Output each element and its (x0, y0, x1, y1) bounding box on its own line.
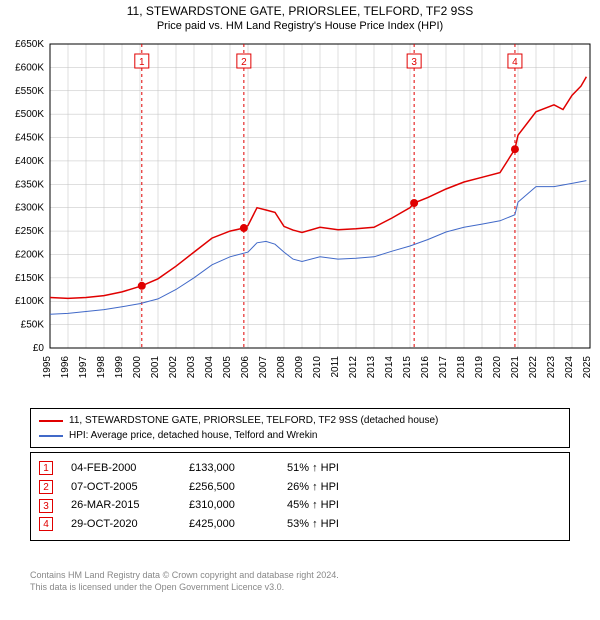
svg-text:2003: 2003 (186, 356, 197, 379)
svg-text:2000: 2000 (132, 356, 143, 379)
svg-text:2018: 2018 (456, 356, 467, 379)
svg-text:£250K: £250K (15, 226, 44, 237)
chart-title-block: 11, STEWARDSTONE GATE, PRIORSLEE, TELFOR… (0, 0, 600, 32)
legend-swatch-property (39, 420, 63, 422)
svg-text:2001: 2001 (150, 356, 161, 379)
svg-text:2023: 2023 (546, 356, 557, 379)
legend-row-property: 11, STEWARDSTONE GATE, PRIORSLEE, TELFOR… (39, 413, 561, 428)
price-chart: £0 £50K £100K £150K £200K £250K £300K £350K £400… (0, 38, 600, 398)
sale-pct: 53% ↑ HPI (287, 515, 561, 534)
sale-date: 04-FEB-2000 (71, 459, 171, 478)
sale-marker-2: 2 (39, 480, 53, 494)
svg-text:2009: 2009 (294, 356, 305, 379)
sale-marker-4: 4 (39, 517, 53, 531)
svg-text:2008: 2008 (276, 356, 287, 379)
svg-text:2024: 2024 (564, 356, 575, 379)
svg-text:1997: 1997 (78, 356, 89, 379)
svg-text:£350K: £350K (15, 179, 44, 190)
sale-marker-1: 1 (39, 461, 53, 475)
svg-text:2002: 2002 (168, 356, 179, 379)
svg-text:2022: 2022 (528, 356, 539, 379)
svg-text:£400K: £400K (15, 156, 44, 167)
svg-text:1996: 1996 (60, 356, 71, 379)
sale-date: 26-MAR-2015 (71, 496, 171, 515)
svg-text:£450K: £450K (15, 133, 44, 144)
svg-text:2020: 2020 (492, 356, 503, 379)
legend-label-property: 11, STEWARDSTONE GATE, PRIORSLEE, TELFOR… (69, 413, 438, 428)
sale-price: £310,000 (189, 496, 269, 515)
svg-text:£600K: £600K (15, 62, 44, 73)
svg-text:2013: 2013 (366, 356, 377, 379)
table-row: 1 04-FEB-2000 £133,000 51% ↑ HPI (39, 459, 561, 478)
sale-date: 29-OCT-2020 (71, 515, 171, 534)
svg-text:2010: 2010 (312, 356, 323, 379)
svg-text:£300K: £300K (15, 203, 44, 214)
license-line2: This data is licensed under the Open Gov… (30, 582, 570, 594)
svg-text:£150K: £150K (15, 273, 44, 284)
svg-text:2004: 2004 (204, 356, 215, 379)
svg-text:2011: 2011 (330, 356, 341, 378)
table-row: 3 26-MAR-2015 £310,000 45% ↑ HPI (39, 496, 561, 515)
license-text: Contains HM Land Registry data © Crown c… (30, 570, 570, 593)
svg-text:1999: 1999 (114, 356, 125, 379)
svg-text:£100K: £100K (15, 296, 44, 307)
sale-date: 07-OCT-2005 (71, 478, 171, 497)
svg-text:2025: 2025 (582, 356, 593, 379)
sale-price: £425,000 (189, 515, 269, 534)
chart-svg: £0 £50K £100K £150K £200K £250K £300K £350K £400… (0, 38, 600, 398)
svg-text:1995: 1995 (42, 356, 53, 379)
svg-text:£650K: £650K (15, 39, 44, 50)
svg-text:2007: 2007 (258, 356, 269, 379)
legend-label-hpi: HPI: Average price, detached house, Telf… (69, 428, 318, 443)
sale-price: £133,000 (189, 459, 269, 478)
svg-text:2016: 2016 (420, 356, 431, 379)
table-row: 4 29-OCT-2020 £425,000 53% ↑ HPI (39, 515, 561, 534)
svg-text:£200K: £200K (15, 249, 44, 260)
chart-legend: 11, STEWARDSTONE GATE, PRIORSLEE, TELFOR… (30, 408, 570, 448)
svg-text:£50K: £50K (21, 320, 45, 331)
svg-text:2012: 2012 (348, 356, 359, 379)
svg-text:2017: 2017 (438, 356, 449, 379)
property-address: 11, STEWARDSTONE GATE, PRIORSLEE, TELFOR… (0, 4, 600, 18)
svg-text:2015: 2015 (402, 356, 413, 379)
svg-text:2021: 2021 (510, 356, 521, 379)
chart-subtitle: Price paid vs. HM Land Registry's House … (0, 20, 600, 32)
table-row: 2 07-OCT-2005 £256,500 26% ↑ HPI (39, 478, 561, 497)
svg-text:2014: 2014 (384, 356, 395, 379)
svg-text:2: 2 (241, 57, 247, 68)
svg-text:1: 1 (139, 57, 145, 68)
legend-row-hpi: HPI: Average price, detached house, Telf… (39, 428, 561, 443)
sale-pct: 51% ↑ HPI (287, 459, 561, 478)
svg-text:4: 4 (512, 57, 518, 68)
license-line1: Contains HM Land Registry data © Crown c… (30, 570, 570, 582)
sales-table: 1 04-FEB-2000 £133,000 51% ↑ HPI 2 07-OC… (30, 452, 570, 541)
sale-pct: 45% ↑ HPI (287, 496, 561, 515)
svg-text:3: 3 (411, 57, 417, 68)
legend-swatch-hpi (39, 435, 63, 437)
svg-text:£500K: £500K (15, 109, 44, 120)
svg-text:2005: 2005 (222, 356, 233, 379)
sale-price: £256,500 (189, 478, 269, 497)
svg-text:2019: 2019 (474, 356, 485, 379)
svg-text:1998: 1998 (96, 356, 107, 379)
sale-pct: 26% ↑ HPI (287, 478, 561, 497)
svg-text:2006: 2006 (240, 356, 251, 379)
svg-text:£0: £0 (33, 343, 45, 354)
sale-marker-3: 3 (39, 499, 53, 513)
svg-text:£550K: £550K (15, 86, 44, 97)
